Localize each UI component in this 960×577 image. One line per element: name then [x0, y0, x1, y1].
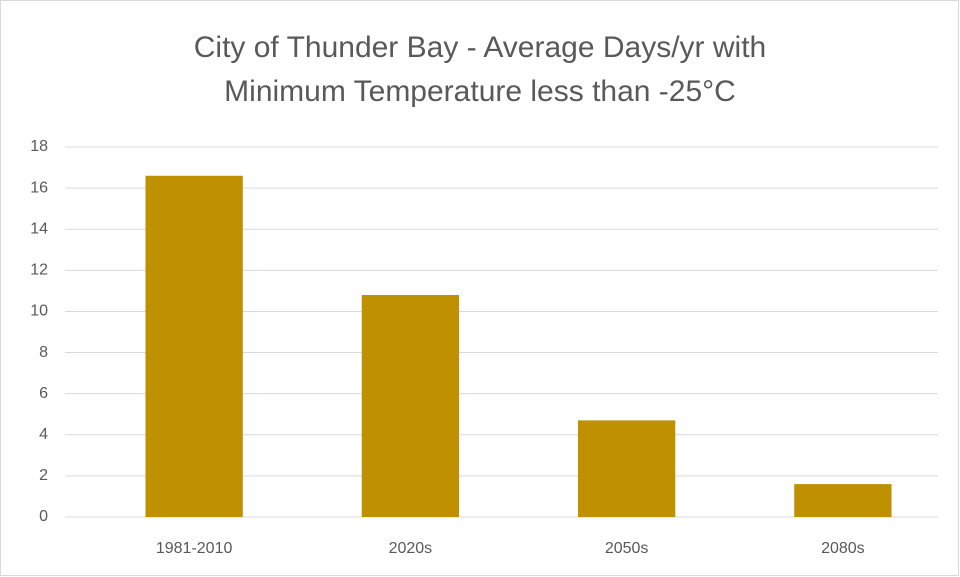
y-tick-label: 14	[30, 220, 48, 237]
y-tick-label: 0	[39, 508, 48, 525]
bar	[361, 295, 460, 517]
y-tick-label: 8	[39, 344, 48, 361]
chart-title: City of Thunder Bay - Average Days/yr wi…	[193, 31, 767, 108]
x-tick-label: 2020s	[389, 540, 433, 557]
y-tick-label: 6	[39, 385, 48, 402]
x-tick-label: 1981-2010	[156, 540, 233, 557]
bar	[145, 175, 243, 517]
x-tick-label: 2050s	[605, 540, 649, 557]
y-tick-label: 12	[30, 262, 48, 279]
y-tick-label: 16	[30, 179, 48, 196]
y-tick-label: 18	[30, 138, 48, 155]
y-tick-label: 2	[39, 467, 48, 484]
x-tick-label: 2080s	[821, 540, 865, 557]
bar	[794, 484, 892, 517]
y-tick-label: 4	[39, 426, 48, 443]
y-tick-label: 10	[30, 303, 48, 320]
bar	[577, 420, 676, 517]
